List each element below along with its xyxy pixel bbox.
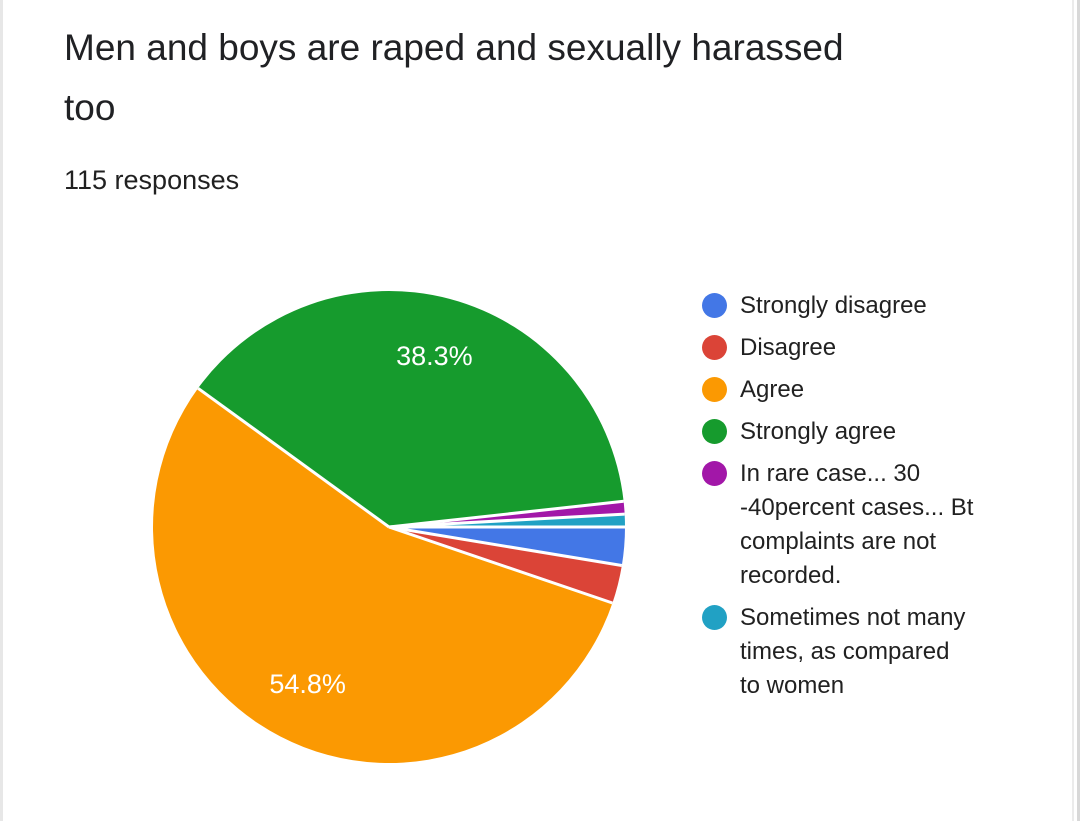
slice-separator xyxy=(388,499,624,529)
legend-swatch-sometimes-not-many-times xyxy=(702,605,727,630)
legend-swatch-strongly-agree xyxy=(702,419,727,444)
slice-separator xyxy=(197,387,390,529)
legend-item-agree: Agree xyxy=(702,373,1032,407)
legend-item-in-rare-case: In rare case... 30 -40percent cases... B… xyxy=(702,457,1032,593)
legend-label-sometimes-not-many-times: Sometimes not many times, as compared to… xyxy=(740,604,966,699)
pie-chart[interactable]: 54.8% 38.3% xyxy=(151,289,627,765)
slice-separator xyxy=(388,512,625,529)
response-count: 115 responses xyxy=(64,165,240,195)
legend-label-strongly-disagree: Strongly disagree xyxy=(740,292,927,319)
legend-swatch-disagree xyxy=(702,335,727,360)
legend-item-sometimes-not-many-times: Sometimes not many times, as compared to… xyxy=(702,601,1032,703)
legend-swatch-strongly-disagree xyxy=(702,293,727,318)
chart-legend: Strongly disagree Disagree Agree Strongly a… xyxy=(702,289,1032,711)
question-title: Men and boys are raped and sexually hara… xyxy=(64,27,844,128)
slice-separator xyxy=(388,525,613,605)
right-edge-strip xyxy=(1077,0,1080,821)
slice-separator xyxy=(388,525,623,567)
pie-slice-strongly-agree[interactable] xyxy=(198,290,624,527)
pie-slice-agree[interactable] xyxy=(153,388,613,763)
legend-swatch-in-rare-case xyxy=(702,461,727,486)
slice-percent-label: 54.8% xyxy=(269,669,346,699)
legend-label-disagree: Disagree xyxy=(740,334,837,361)
legend-swatch-agree xyxy=(702,377,727,402)
legend-item-disagree: Disagree xyxy=(702,331,1032,365)
legend-label-strongly-agree: Strongly agree xyxy=(740,418,897,445)
slice-percent-label: 38.3% xyxy=(396,341,473,371)
legend-item-strongly-agree: Strongly agree xyxy=(702,415,1032,449)
right-edge-line xyxy=(1072,0,1074,821)
left-edge-strip xyxy=(0,0,3,821)
legend-label-agree: Agree xyxy=(740,376,805,403)
legend-item-strongly-disagree: Strongly disagree xyxy=(702,289,1032,323)
legend-label-in-rare-case: In rare case... 30 -40percent cases... B… xyxy=(740,460,974,589)
